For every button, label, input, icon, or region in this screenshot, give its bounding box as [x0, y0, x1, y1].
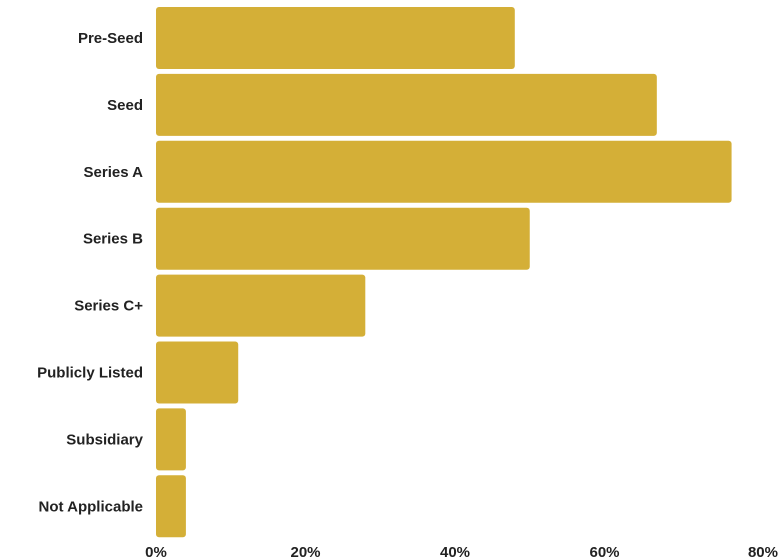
bar-series-a — [156, 140, 732, 203]
bar-pre-seed — [156, 7, 515, 69]
bar-publicly-listed — [156, 341, 239, 404]
bar-not-applicable — [156, 475, 186, 538]
x-tick-label: 0% — [145, 544, 167, 560]
category-label: Publicly Listed — [37, 365, 143, 382]
category-label: Pre-Seed — [78, 30, 143, 47]
bar-seed — [156, 73, 657, 136]
x-tick-label: 20% — [290, 544, 320, 560]
bar-series-c — [156, 274, 366, 337]
x-tick-labels-group: 0% 20% 40% 60% 80% — [145, 544, 778, 560]
x-tick-label: 80% — [748, 544, 778, 560]
category-label: Series C+ — [74, 298, 143, 315]
category-label: Subsidiary — [66, 431, 143, 448]
category-label: Series A — [84, 164, 144, 181]
x-tick-label: 60% — [589, 544, 619, 560]
bar-subsidiary — [156, 408, 186, 471]
category-label: Seed — [107, 97, 143, 114]
x-tick-label: 40% — [440, 544, 470, 560]
bars-group — [156, 7, 732, 538]
bar-series-b — [156, 207, 530, 270]
category-label: Not Applicable — [39, 498, 143, 515]
category-labels-group: Pre-Seed Seed Series A Series B Series C+ Pub… — [37, 30, 144, 515]
category-label: Series B — [83, 231, 143, 248]
